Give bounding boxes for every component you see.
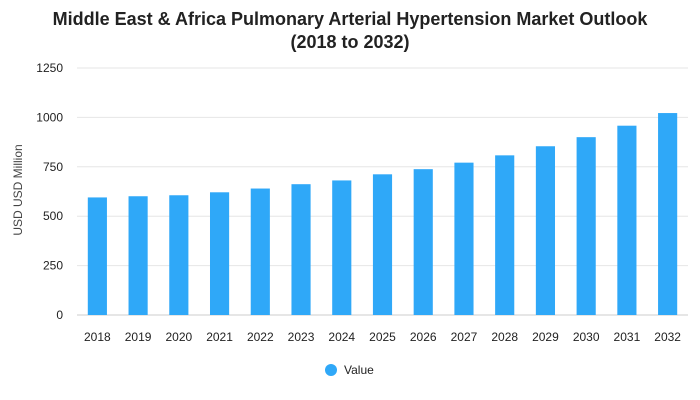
bar-2032[interactable] bbox=[658, 113, 678, 316]
x-tick-label: 2030 bbox=[573, 330, 600, 344]
bar-2024[interactable] bbox=[332, 180, 352, 315]
chart-title-line-1: Middle East & Africa Pulmonary Arterial … bbox=[52, 9, 648, 29]
x-tick-label: 2024 bbox=[328, 330, 355, 344]
bar-2026[interactable] bbox=[413, 169, 433, 315]
y-axis-ticks: 0 250 500 750 1000 1250 bbox=[36, 61, 63, 322]
bar-2027[interactable] bbox=[454, 162, 474, 315]
bar-2018[interactable] bbox=[87, 197, 107, 315]
x-tick-label: 2026 bbox=[410, 330, 437, 344]
bar-2023[interactable] bbox=[291, 184, 311, 315]
bar-2021[interactable] bbox=[209, 192, 230, 315]
bar-2025[interactable] bbox=[372, 174, 393, 315]
x-tick-label: 2018 bbox=[84, 330, 111, 344]
y-tick-label: 1250 bbox=[36, 61, 63, 75]
bar-2020[interactable] bbox=[169, 195, 189, 315]
bar-2030[interactable] bbox=[576, 137, 596, 315]
y-tick-label: 500 bbox=[43, 209, 63, 223]
x-tick-label: 2027 bbox=[451, 330, 478, 344]
legend[interactable]: Value bbox=[325, 363, 374, 377]
bar-2029[interactable] bbox=[535, 146, 556, 315]
x-tick-label: 2020 bbox=[165, 330, 192, 344]
x-tick-label: 2023 bbox=[288, 330, 315, 344]
bar-2019[interactable] bbox=[128, 196, 148, 315]
y-axis-title: USD USD Million bbox=[11, 144, 25, 235]
x-tick-label: 2029 bbox=[532, 330, 559, 344]
y-tick-label: 750 bbox=[43, 160, 63, 174]
y-tick-label: 0 bbox=[56, 308, 63, 322]
x-tick-label: 2031 bbox=[614, 330, 641, 344]
bar-2031[interactable] bbox=[617, 125, 637, 315]
bars bbox=[87, 113, 678, 316]
legend-marker bbox=[325, 364, 337, 376]
legend-label: Value bbox=[344, 363, 374, 377]
x-tick-label: 2019 bbox=[125, 330, 152, 344]
x-axis-ticks: 2018 2019 2020 2021 2022 2023 2024 2025 2026 2027… bbox=[84, 330, 681, 344]
x-tick-label: 2022 bbox=[247, 330, 274, 344]
x-tick-label: 2028 bbox=[491, 330, 518, 344]
bar-2028[interactable] bbox=[495, 155, 515, 315]
chart-title-line-2: (2018 to 2032) bbox=[290, 32, 410, 52]
x-tick-label: 2032 bbox=[654, 330, 681, 344]
y-tick-label: 1000 bbox=[36, 110, 63, 124]
chart-title: Middle East & Africa Pulmonary Arterial … bbox=[0, 8, 700, 54]
bar-2022[interactable] bbox=[250, 188, 270, 315]
y-tick-label: 250 bbox=[43, 259, 63, 273]
x-tick-label: 2021 bbox=[206, 330, 233, 344]
x-tick-label: 2025 bbox=[369, 330, 396, 344]
